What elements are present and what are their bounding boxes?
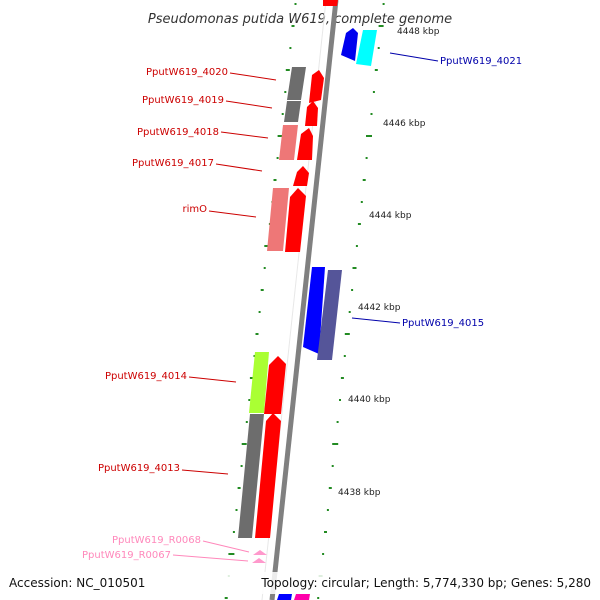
feature-rimO-pink [267, 188, 289, 251]
position-ticks: 4448 kbp 4446 kbp 4444 kbp 4442 kbp 4440… [338, 27, 440, 498]
leader-4013 [181, 469, 229, 475]
gene-4013[interactable] [255, 413, 281, 538]
tick-4444: 4444 kbp [369, 211, 412, 221]
label-4020[interactable]: PputW619_4020 [146, 67, 228, 78]
label-leaders-right [351, 52, 439, 324]
gene-4015[interactable] [303, 267, 325, 354]
gene-4017[interactable] [293, 166, 309, 186]
gene-4018[interactable] [297, 128, 313, 160]
label-R0067[interactable]: PputW619_R0067 [82, 550, 171, 561]
genome-summary: Topology: circular; Length: 5,774,330 bp… [260, 576, 591, 590]
gene-4015-slate [317, 270, 342, 360]
rna-R0067[interactable] [252, 558, 266, 563]
rna-R0068[interactable] [253, 550, 267, 555]
footer-background [0, 572, 600, 594]
gene-labels-right: PputW619_4021 PputW619_4015 [402, 56, 522, 329]
tick-4446: 4446 kbp [383, 119, 426, 129]
feature-4013-gray [238, 414, 264, 538]
tick-4448: 4448 kbp [397, 27, 440, 37]
rna-features [252, 550, 267, 563]
gene-bottom-blue [277, 594, 292, 600]
label-leaders-left [181, 72, 277, 475]
gene-4021[interactable] [341, 28, 358, 61]
leader-R0067 [172, 554, 249, 562]
label-4017[interactable]: PputW619_4017 [132, 158, 214, 169]
label-4019[interactable]: PputW619_4019 [142, 95, 224, 106]
gene-bottom-magenta [294, 594, 310, 600]
label-4014[interactable]: PputW619_4014 [105, 371, 187, 382]
forward-genes [255, 0, 338, 538]
label-rimO[interactable]: rimO [182, 204, 207, 215]
label-R0068[interactable]: PputW619_R0068 [112, 535, 201, 546]
tick-4440: 4440 kbp [348, 395, 391, 405]
feature-4020-gray [287, 67, 306, 100]
leader-4018 [220, 131, 269, 139]
gene-rimO[interactable] [285, 188, 306, 252]
leader-R0068 [202, 540, 250, 553]
leader-4021 [389, 52, 439, 62]
map-title: Pseudomonas putida W619, complete genome [148, 12, 452, 27]
leader-4019 [225, 100, 273, 109]
label-4015[interactable]: PputW619_4015 [402, 318, 484, 329]
gene-4019[interactable] [305, 101, 318, 126]
label-4013[interactable]: PputW619_4013 [98, 463, 180, 474]
gene-4021-cyan [356, 30, 377, 66]
feature-track-left [238, 67, 306, 538]
tick-4438: 4438 kbp [338, 488, 381, 498]
feature-4019-gray [284, 101, 301, 122]
leader-4020 [229, 72, 277, 81]
leader-rimO [208, 210, 257, 218]
leader-4014 [188, 376, 237, 383]
gene-top-red [323, 0, 338, 6]
gene-4014[interactable] [264, 356, 286, 414]
label-4018[interactable]: PputW619_4018 [137, 127, 219, 138]
accession: Accession: NC_010501 [9, 576, 145, 590]
tick-4442: 4442 kbp [358, 303, 401, 313]
leader-4015 [351, 317, 401, 324]
reverse-genes [277, 28, 377, 600]
gene-4020[interactable] [309, 70, 324, 103]
feature-4018-pink [279, 125, 298, 160]
leader-4017 [215, 163, 263, 172]
feature-4014-lime [249, 352, 269, 413]
gc-content-track [224, 3, 385, 599]
label-4021[interactable]: PputW619_4021 [440, 56, 522, 67]
gene-labels-left: PputW619_4020 PputW619_4019 PputW619_401… [82, 67, 228, 561]
genome-backbone [269, 0, 339, 600]
label-leaders-rna [172, 540, 250, 562]
